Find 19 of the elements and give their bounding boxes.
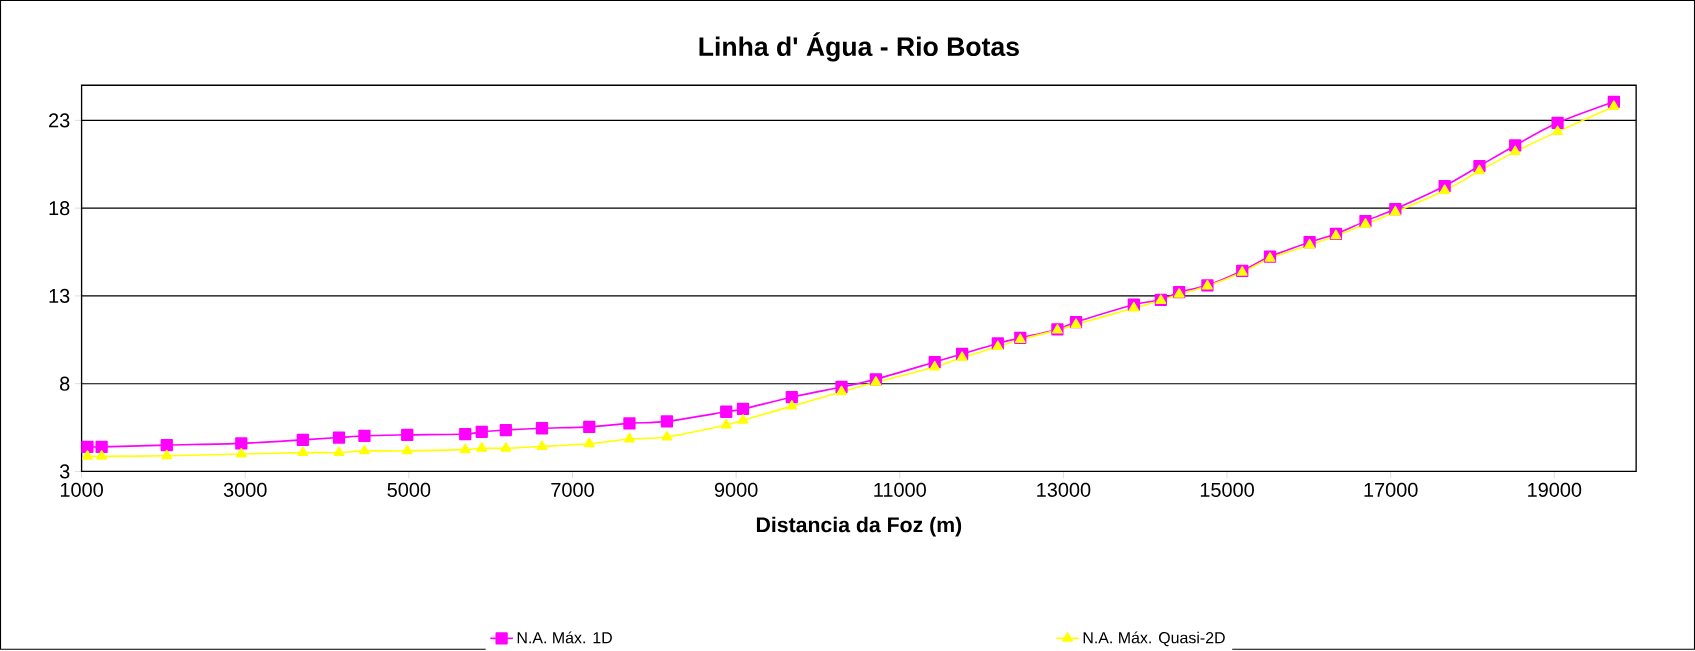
x-tick-label: 9000 xyxy=(714,483,758,498)
y-tick-label: 8 xyxy=(60,376,70,391)
x-tick-label: 1000 xyxy=(60,483,103,498)
y-tick-label: 3 xyxy=(59,464,70,479)
x-axis-title: Distancia da Foz (m) xyxy=(756,516,962,537)
y-tick-label: 23 xyxy=(49,113,70,128)
x-tick-label: 5000 xyxy=(387,483,431,498)
x-tick-label: 13000 xyxy=(1037,483,1091,498)
x-tick-label: 7000 xyxy=(551,483,594,498)
x-tick-label: 15000 xyxy=(1200,483,1254,498)
legend-label: N.A. Máx. Quasi-2D xyxy=(1083,631,1225,647)
x-tick-label: 19000 xyxy=(1528,483,1582,498)
x-tick-label: 11000 xyxy=(874,483,926,498)
x-tick-label: 3000 xyxy=(223,483,267,498)
chart-title: Linha d' Água - Rio Botas xyxy=(699,32,1019,62)
x-tick-label: 17000 xyxy=(1364,483,1418,498)
y-tick-label: 13 xyxy=(49,289,70,304)
legend-label: N.A. Máx. 1D xyxy=(517,631,612,644)
y-tick-label: 18 xyxy=(49,201,70,216)
